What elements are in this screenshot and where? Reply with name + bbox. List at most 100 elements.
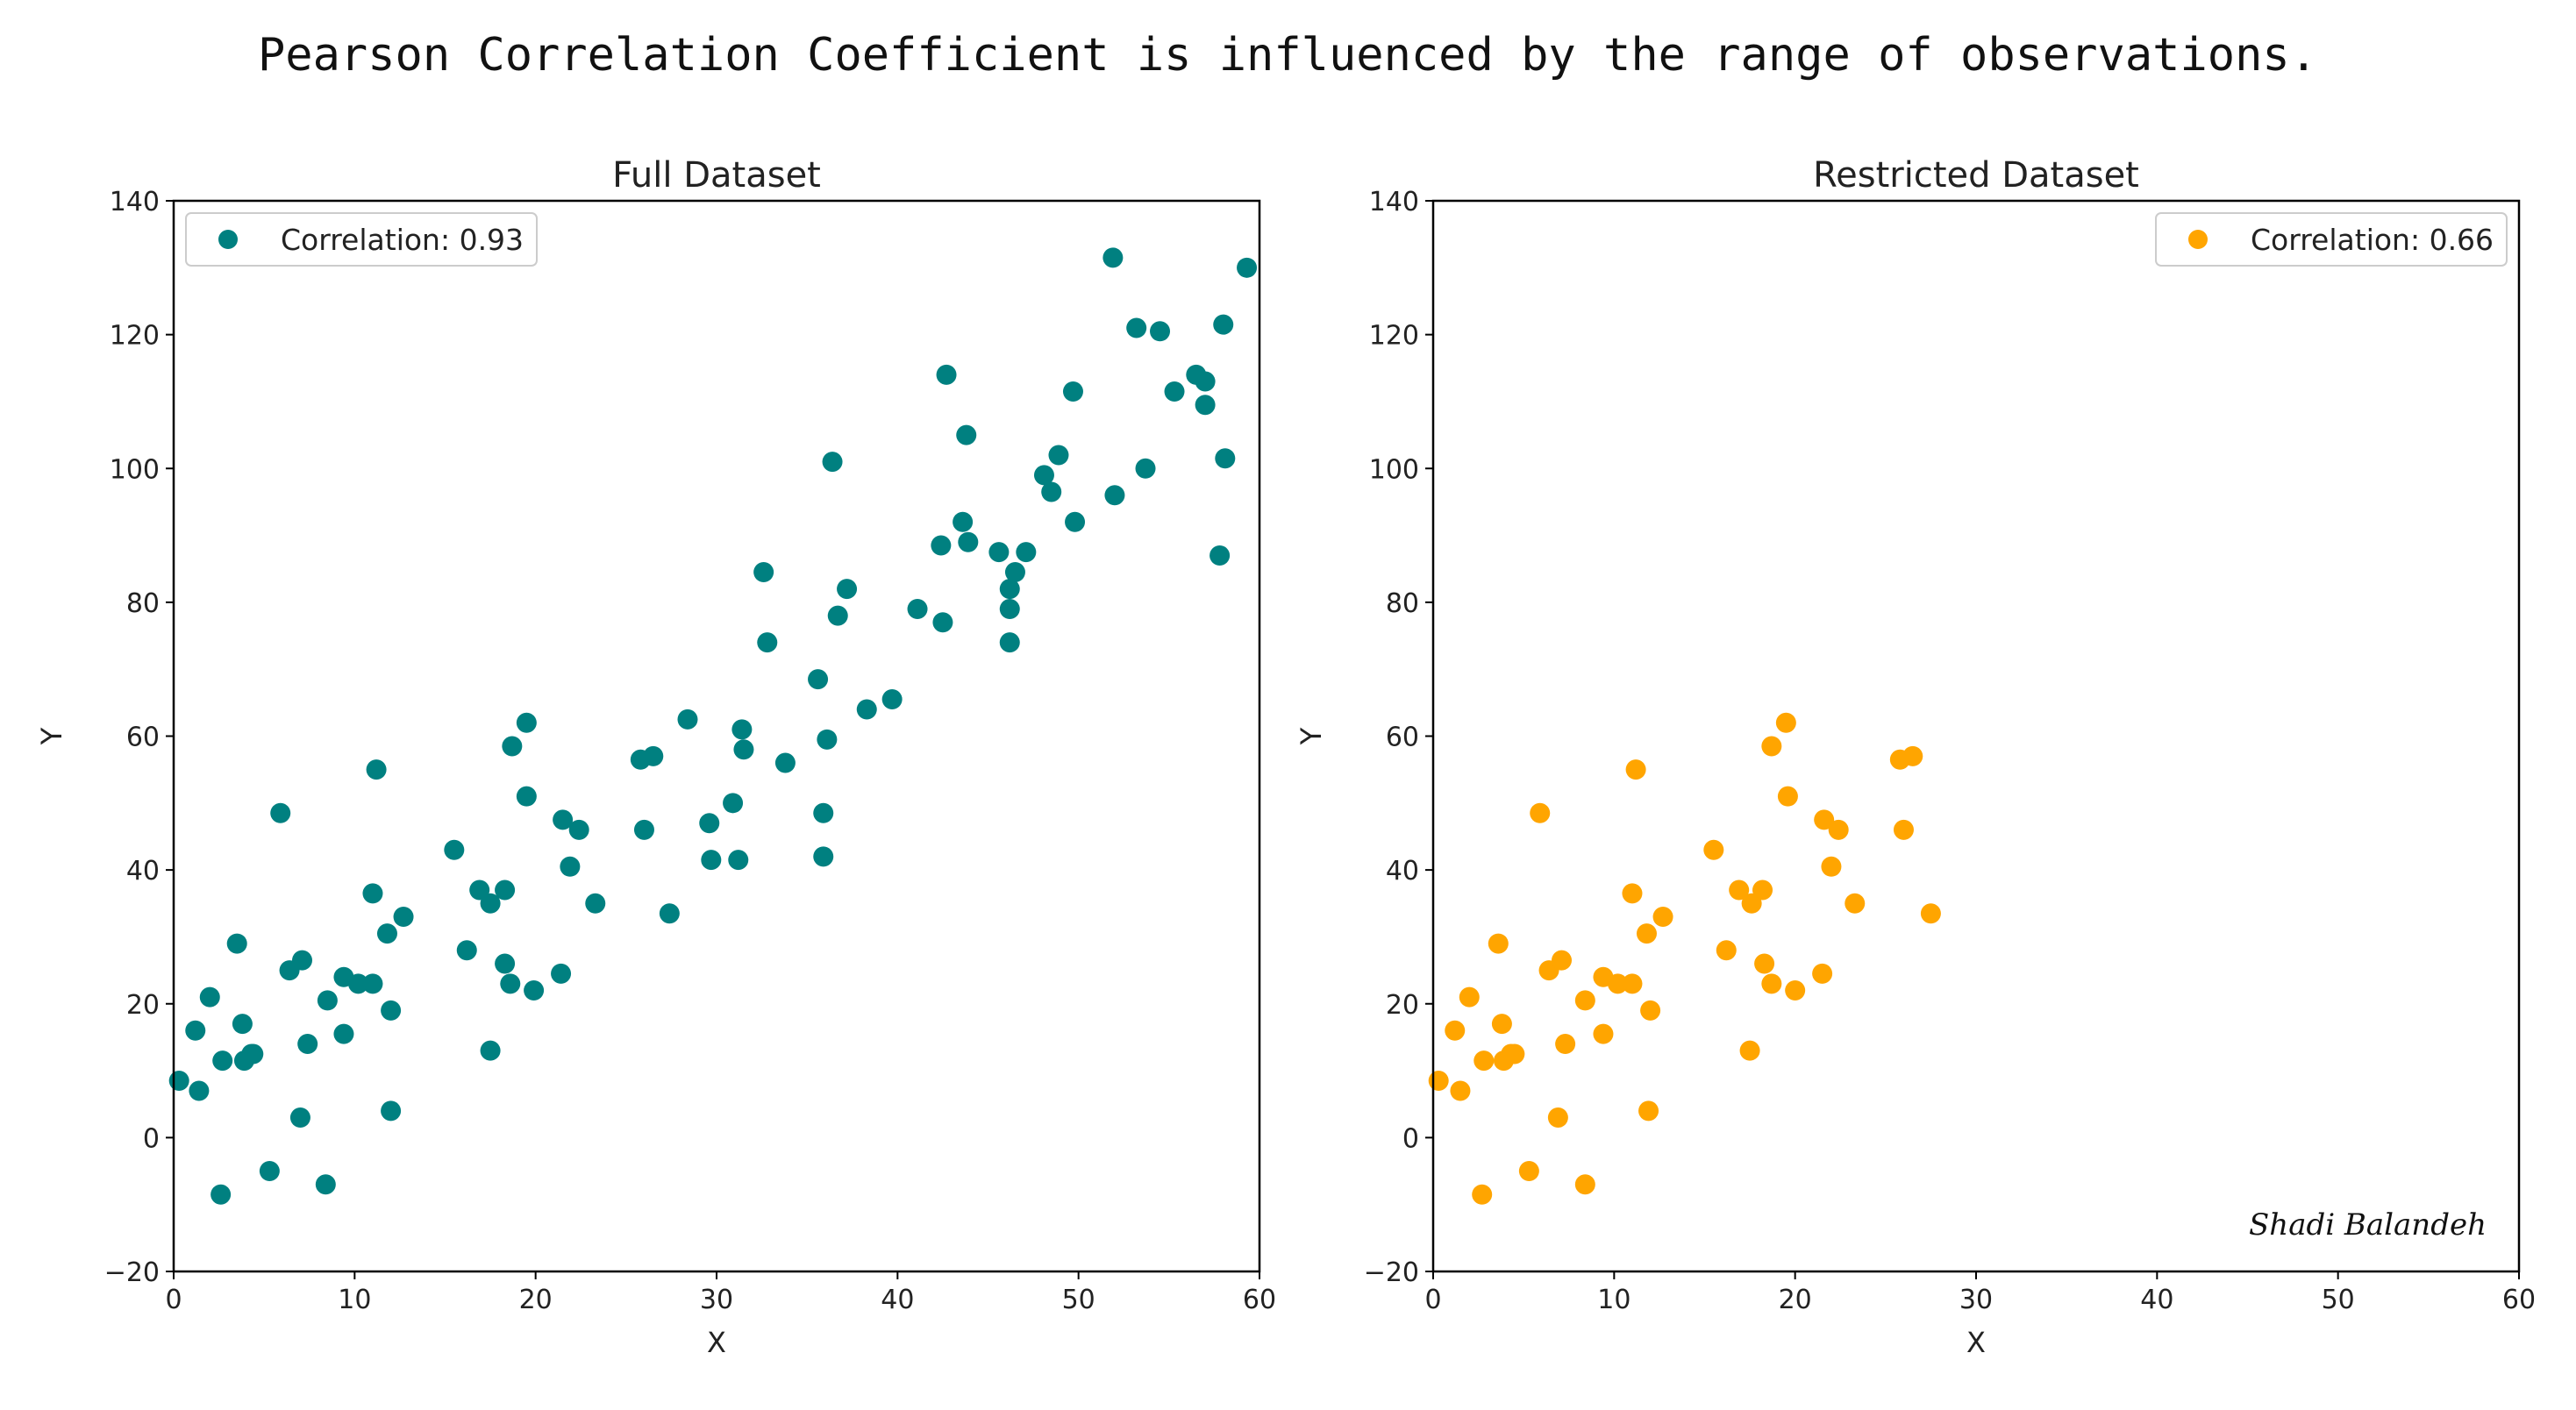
full-dataset-data-point [728,850,749,871]
full-dataset-data-point [1150,321,1171,342]
full-dataset-data-point [480,1040,501,1061]
full-dataset-data-point [723,793,744,814]
restricted-dataset-data-point [1518,1161,1539,1182]
restricted-dataset-data-point [1821,856,1842,877]
restricted-dataset-y-axis-label: Y [1295,727,1328,745]
full-dataset-legend-box [185,212,538,267]
restricted-dataset-data-point [1752,879,1773,901]
full-dataset-x-axis-label: X [707,1326,726,1359]
full-dataset-y-tick-label: 120 [110,321,160,352]
restricted-dataset-x-axis-label: X [1966,1326,1986,1359]
restricted-dataset-data-point [1828,819,1849,840]
restricted-dataset-data-point [1450,1080,1471,1101]
restricted-dataset-data-point [1893,819,1914,840]
full-dataset-data-point [822,452,843,473]
restricted-dataset-data-point [1845,893,1866,914]
full-dataset-data-point [1065,511,1086,532]
full-dataset-data-point [480,893,501,914]
full-dataset-data-point [956,424,977,445]
restricted-dataset-points [1428,712,1941,1205]
full-dataset-data-point [701,850,722,871]
full-dataset-data-point [568,819,589,840]
full-dataset-data-point [1104,485,1125,506]
restricted-dataset-x-tick-label: 40 [2140,1285,2173,1315]
full-dataset-data-point [1016,542,1037,563]
restricted-dataset-data-point [1785,979,1806,1001]
full-dataset-data-point [315,1174,336,1195]
restricted-dataset-x-tick-label: 10 [1597,1285,1631,1315]
full-dataset-data-point [444,839,465,860]
full-dataset-data-point [643,745,664,766]
full-dataset-data-point [585,893,606,914]
full-dataset-x-tick-label: 30 [700,1285,733,1315]
restricted-dataset-data-point [1761,736,1782,757]
full-dataset-data-point [1164,381,1185,402]
full-dataset-data-point [199,986,220,1008]
restricted-dataset-legend-box [2155,212,2508,267]
full-dataset-data-point [189,1080,210,1101]
full-dataset-data-point [931,535,952,556]
full-dataset-data-point [362,973,383,994]
full-dataset-data-point [560,856,581,877]
restricted-dataset-data-point [1551,950,1572,971]
full-dataset-data-point [270,802,291,823]
full-dataset-y-tick-label: 140 [110,187,160,217]
full-dataset-data-point [502,736,523,757]
restricted-dataset-legend-label: Correlation: 0.66 [2251,223,2494,257]
full-dataset-data-point [827,605,848,626]
full-dataset-data-point [381,1100,402,1122]
full-dataset-data-point [988,542,1010,563]
restricted-dataset-title: Restricted Dataset [1813,155,2139,196]
restricted-dataset-data-point [1474,1050,1495,1072]
full-dataset-data-point [907,599,928,620]
full-dataset-legend-label: Correlation: 0.93 [281,223,524,257]
full-dataset-data-point [500,973,521,994]
restricted-dataset-data-point [1902,745,1923,766]
full-dataset-data-point [659,903,680,924]
restricted-dataset-data-point [1428,1071,1449,1092]
restricted-dataset-y-tick-label: 120 [1369,321,1419,352]
restricted-dataset-data-point [1459,986,1480,1008]
full-dataset-data-point [393,907,414,928]
restricted-dataset-data-point [1607,973,1628,994]
full-dataset-data-point [1048,445,1069,466]
full-dataset-data-point [232,1014,253,1035]
full-dataset-data-point [168,1071,189,1092]
restricted-dataset-x-tick-label: 0 [1424,1285,1441,1315]
full-dataset-x-tick-label: 0 [165,1285,182,1315]
restricted-dataset-data-point [1622,883,1643,904]
restricted-dataset-data-point [1739,1040,1760,1061]
full-dataset-data-point [211,1184,232,1205]
full-dataset-y-tick-label: 80 [126,588,160,619]
full-dataset-data-point [553,809,574,830]
full-dataset-data-point [936,364,957,385]
full-dataset-data-point [1062,381,1083,402]
restricted-dataset-data-point [1625,759,1646,780]
full-dataset-data-point [731,719,753,740]
full-dataset-data-point [226,933,247,954]
full-dataset-data-point [1041,481,1062,502]
full-dataset-data-point [633,819,654,840]
full-dataset-y-tick-label: 40 [126,856,160,887]
restricted-dataset-data-point [1574,990,1595,1011]
restricted-dataset-x-tick-label: 50 [2322,1285,2355,1315]
restricted-dataset-data-point [1504,1043,1525,1065]
restricted-dataset-data-point [1574,1174,1595,1195]
restricted-dataset-legend-marker [2188,230,2208,249]
restricted-dataset-legend: Correlation: 0.66 [2155,212,2508,267]
full-dataset-data-point [1215,448,1236,469]
restricted-dataset-y-tick-label: 60 [1386,723,1419,753]
restricted-dataset-data-point [1761,973,1782,994]
restricted-dataset-data-point [1775,712,1796,733]
full-dataset-y-tick-label: 0 [143,1123,160,1154]
full-dataset-data-point [881,689,903,710]
full-dataset-x-tick-label: 10 [338,1285,371,1315]
restricted-dataset-data-point [1547,1107,1568,1128]
full-dataset-data-point [808,669,829,690]
restricted-dataset-x-tick-label: 30 [1959,1285,1993,1315]
restricted-dataset-data-point [1741,893,1762,914]
restricted-dataset-x-tick-label: 60 [2502,1285,2536,1315]
full-dataset-data-point [774,752,796,773]
full-dataset-data-point [958,531,979,552]
